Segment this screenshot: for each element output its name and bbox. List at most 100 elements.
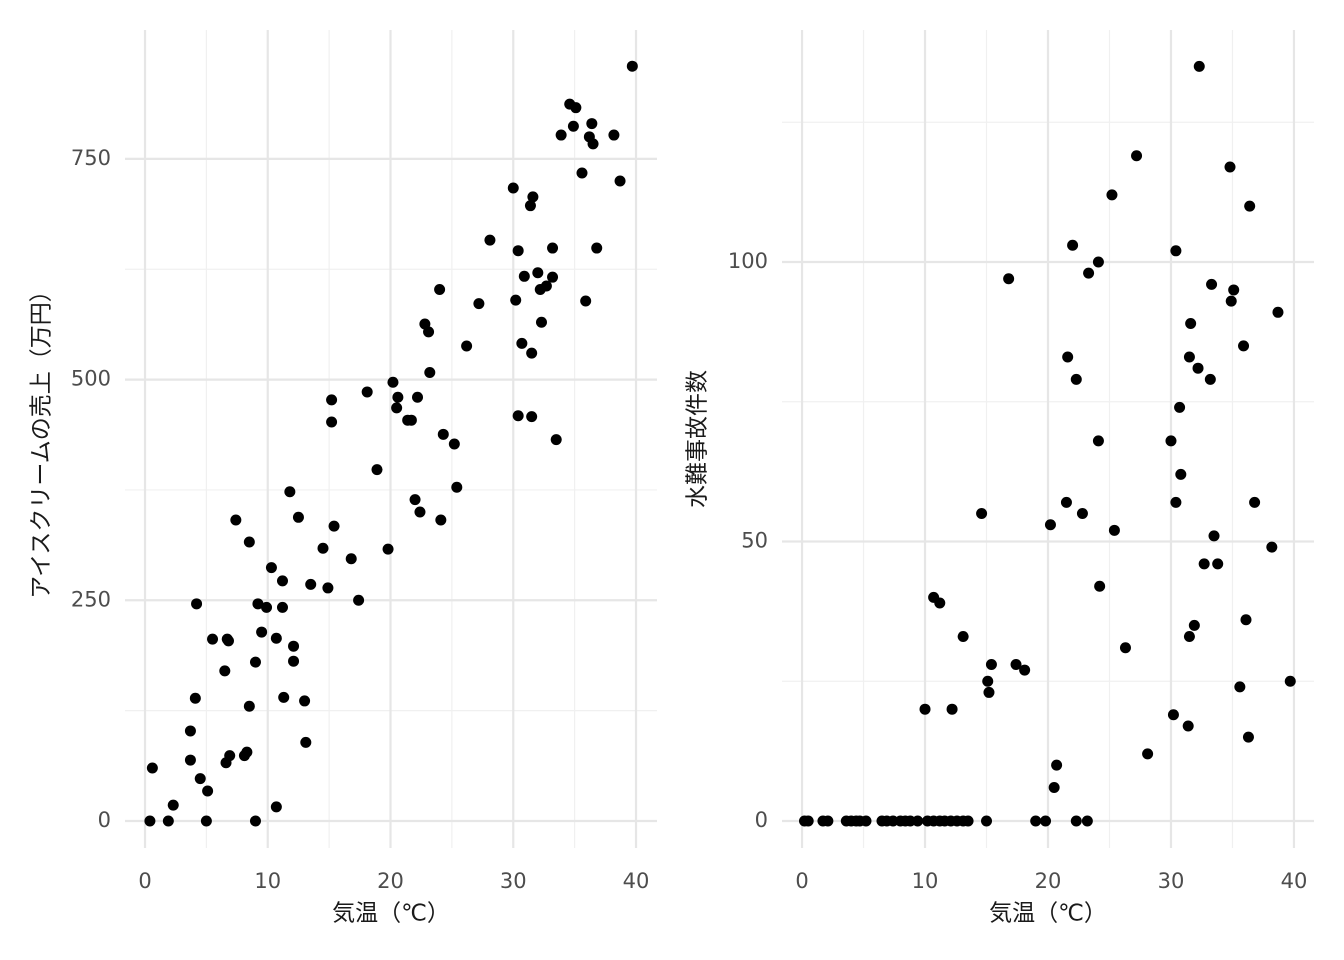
- point: [484, 234, 496, 246]
- point: [1044, 519, 1056, 531]
- point: [409, 494, 421, 506]
- point: [191, 598, 203, 610]
- point: [587, 138, 599, 150]
- point: [1244, 200, 1256, 212]
- x-axis-title: 気温（℃）: [989, 901, 1107, 927]
- point: [284, 486, 296, 498]
- point: [540, 280, 552, 292]
- point: [414, 506, 426, 518]
- point: [1083, 267, 1095, 279]
- point: [448, 438, 460, 450]
- point: [276, 575, 288, 587]
- point: [934, 597, 946, 609]
- point: [962, 815, 974, 827]
- x-tick-label: 0: [795, 869, 808, 893]
- x-tick-label: 20: [1035, 869, 1062, 893]
- point: [207, 633, 219, 645]
- point: [1106, 189, 1118, 201]
- point: [1183, 351, 1195, 363]
- x-tick-label: 0: [138, 869, 151, 893]
- point: [278, 691, 290, 703]
- point: [1108, 524, 1120, 536]
- point: [507, 182, 519, 194]
- point: [1272, 306, 1284, 318]
- point: [1182, 720, 1194, 732]
- x-axis-title: 気温（℃）: [332, 901, 450, 927]
- point: [345, 553, 357, 565]
- x-tick-label: 30: [500, 869, 527, 893]
- point: [527, 191, 539, 203]
- point: [202, 785, 214, 797]
- point: [608, 129, 620, 141]
- point: [317, 542, 329, 554]
- x-tick-label: 30: [1158, 869, 1185, 893]
- point: [382, 543, 394, 555]
- point: [1208, 530, 1220, 542]
- point: [1131, 150, 1143, 162]
- point: [1174, 401, 1186, 413]
- point: [512, 245, 524, 257]
- point: [524, 200, 536, 212]
- point: [1192, 362, 1204, 374]
- point: [1266, 541, 1278, 553]
- point: [167, 799, 179, 811]
- point: [919, 703, 931, 715]
- point: [1030, 815, 1042, 827]
- point: [547, 271, 559, 283]
- point: [288, 655, 300, 667]
- point: [1142, 748, 1154, 760]
- point: [550, 434, 562, 446]
- point: [371, 464, 383, 476]
- point: [510, 294, 522, 306]
- point: [957, 631, 969, 643]
- point: [451, 481, 463, 493]
- point: [547, 242, 559, 254]
- point: [1081, 815, 1093, 827]
- point: [1010, 658, 1022, 670]
- point: [189, 692, 201, 704]
- point: [1076, 508, 1088, 520]
- point: [983, 686, 995, 698]
- point: [516, 337, 528, 349]
- point: [249, 815, 261, 827]
- point: [194, 773, 206, 785]
- point: [1188, 619, 1200, 631]
- point: [1284, 675, 1296, 687]
- point: [299, 695, 311, 707]
- point: [434, 284, 446, 296]
- point: [322, 582, 334, 594]
- point: [387, 376, 399, 388]
- point: [1240, 614, 1252, 626]
- point: [224, 750, 236, 762]
- point: [230, 514, 242, 526]
- point: [184, 754, 196, 766]
- point: [532, 267, 544, 279]
- point: [241, 746, 253, 758]
- point: [981, 815, 993, 827]
- point: [1003, 273, 1015, 285]
- point: [162, 815, 174, 827]
- point: [184, 725, 196, 737]
- point: [1193, 60, 1205, 72]
- point: [391, 402, 403, 414]
- point: [1165, 435, 1177, 447]
- point: [822, 815, 834, 827]
- point: [144, 815, 156, 827]
- point: [305, 578, 317, 590]
- point: [146, 762, 158, 774]
- point: [326, 394, 338, 406]
- point: [288, 640, 300, 652]
- point: [353, 594, 365, 606]
- point: [1048, 781, 1060, 793]
- point: [326, 416, 338, 428]
- point: [249, 656, 261, 668]
- point: [424, 367, 436, 379]
- point: [1212, 558, 1224, 570]
- y-tick-label: 50: [741, 528, 768, 552]
- point: [243, 700, 255, 712]
- point: [1175, 468, 1187, 480]
- point: [423, 326, 435, 338]
- point: [626, 60, 638, 72]
- y-tick-label: 250: [71, 587, 111, 611]
